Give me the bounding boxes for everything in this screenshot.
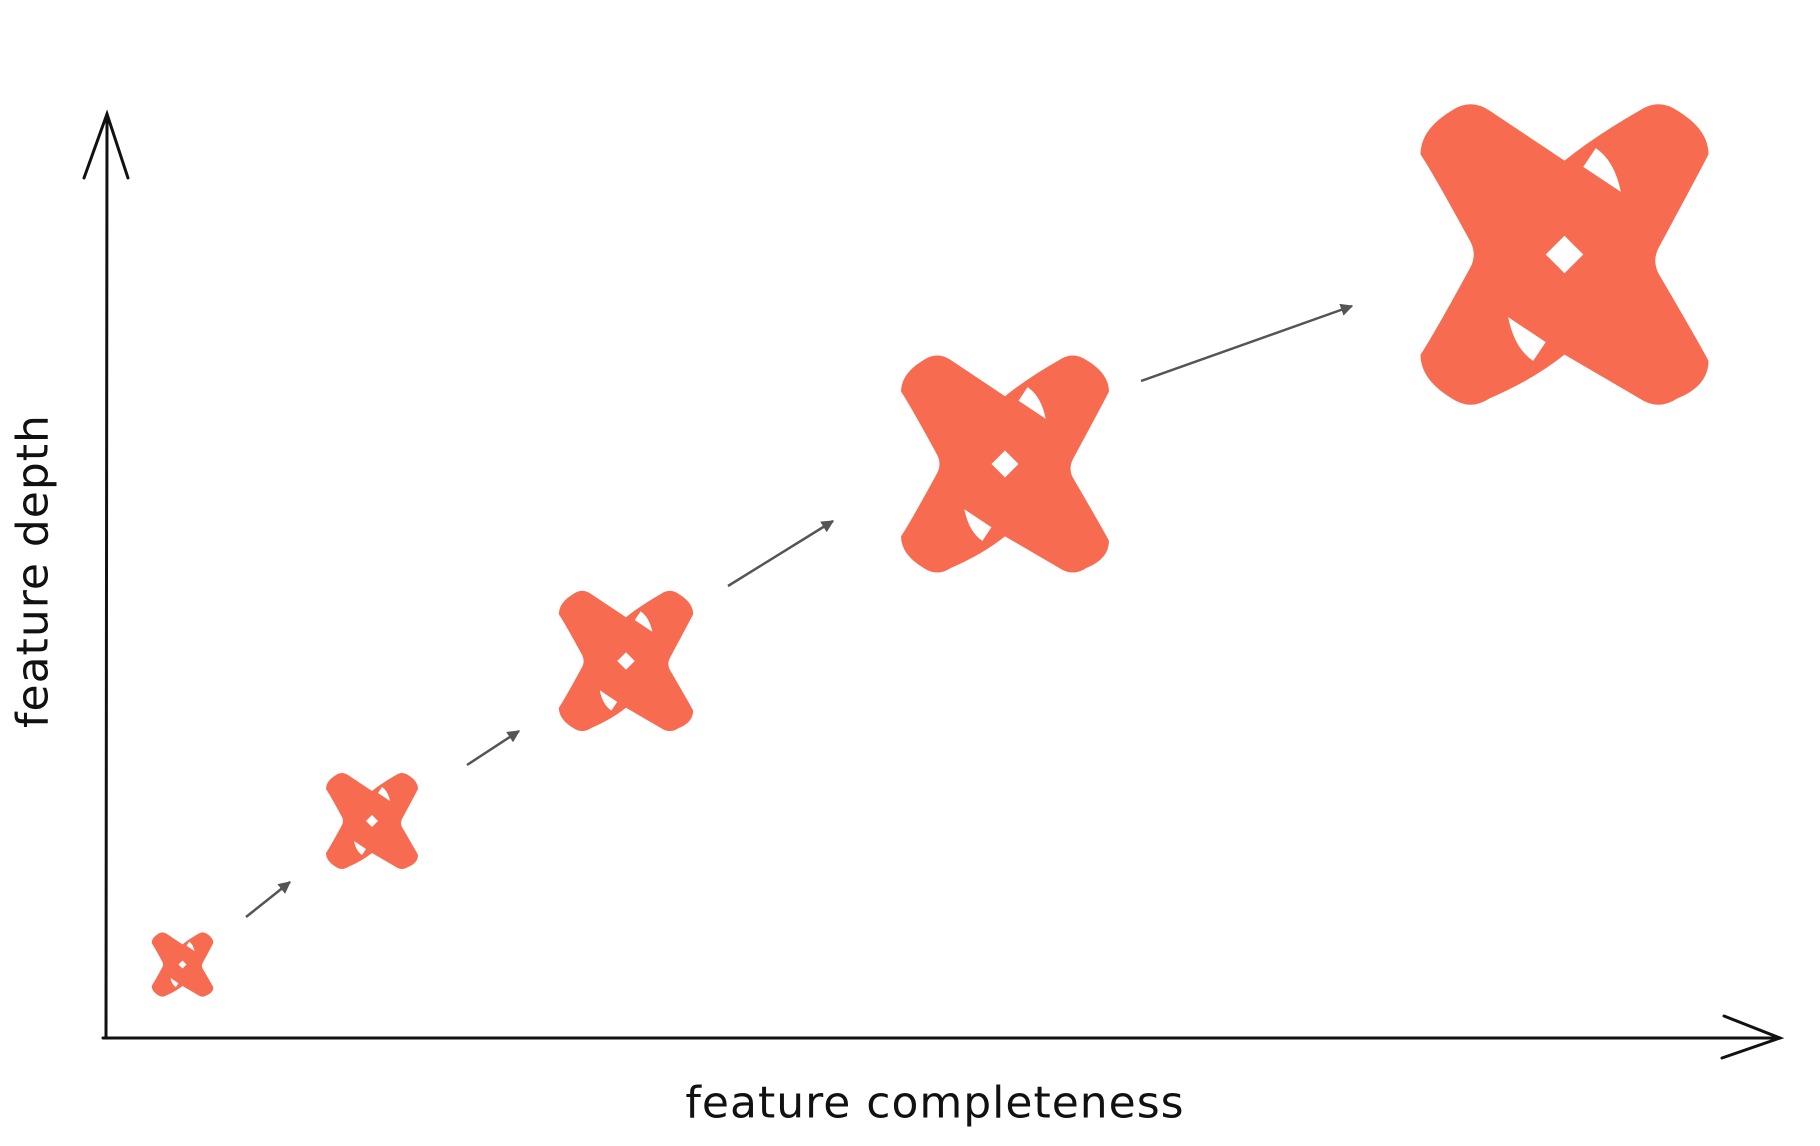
arrow-2-to-3	[466, 729, 521, 767]
logo-stage-2	[326, 773, 418, 869]
y-axis	[82, 109, 130, 1039]
x-axis	[101, 1014, 1785, 1060]
logo-stage-4	[901, 355, 1109, 573]
arrow-1-to-2	[245, 881, 291, 918]
arrow-3-to-4	[727, 519, 835, 588]
y-axis-arrowhead	[82, 109, 130, 180]
logo-stage-3	[558, 590, 694, 732]
logo-stage-5	[1420, 104, 1709, 405]
logo-stage-1	[151, 932, 214, 997]
x-axis-arrowhead	[1720, 1014, 1785, 1060]
x-axis-label: feature completeness	[685, 1077, 1185, 1129]
arrow-4-to-5	[1140, 303, 1354, 383]
y-axis-label: feature depth	[7, 414, 59, 728]
